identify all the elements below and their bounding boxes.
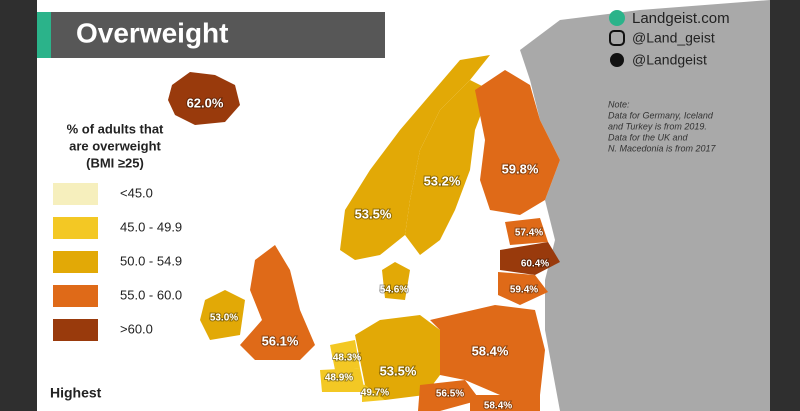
note-line: N. Macedonia is from 2017 — [608, 143, 717, 153]
region — [505, 218, 548, 245]
legend-swatch — [53, 217, 98, 239]
legend-title: are overweight — [69, 138, 161, 153]
region-label: 56.1% — [262, 333, 299, 348]
frame — [0, 0, 37, 411]
note-line: Data for Germany, Iceland — [608, 110, 714, 120]
region-label: 58.4% — [472, 343, 509, 358]
icon — [609, 10, 625, 26]
region-label: 57.4% — [515, 228, 543, 239]
region-label: 59.4% — [510, 285, 538, 296]
region — [498, 272, 548, 305]
region — [418, 380, 480, 411]
legend-title: (BMI ≥25) — [86, 155, 144, 170]
region — [500, 242, 560, 275]
legend-label: 50.0 - 54.9 — [120, 253, 182, 268]
legend-label: 45.0 - 49.9 — [120, 219, 182, 234]
region — [340, 55, 490, 260]
region-label: 48.3% — [333, 353, 361, 364]
region-label: 62.0% — [187, 95, 224, 110]
legend-swatch — [53, 319, 98, 341]
legend-label: <45.0 — [120, 185, 153, 200]
social-link: Landgeist.com — [632, 10, 730, 27]
region-label: 53.0% — [210, 313, 238, 324]
region — [320, 368, 365, 392]
region — [240, 245, 315, 360]
other-land — [520, 0, 770, 411]
title-banner — [37, 12, 385, 58]
region — [200, 290, 245, 340]
region-label: 49.7% — [361, 388, 389, 399]
region-label: 56.5% — [436, 389, 464, 400]
social-link: @Landgeist — [632, 52, 707, 68]
icon — [609, 30, 625, 46]
region — [470, 395, 540, 411]
region-label: 60.4% — [521, 259, 549, 270]
region — [168, 72, 240, 125]
note-line: Note: — [608, 99, 630, 109]
region — [355, 315, 440, 400]
region-label: 53.5% — [355, 206, 392, 221]
title: Overweight — [76, 17, 228, 48]
region-label: 53.5% — [380, 363, 417, 378]
region-label: 53.2% — [424, 173, 461, 188]
region — [405, 80, 490, 255]
note-line: and Turkey is from 2019. — [608, 121, 707, 131]
region-label: 58.4% — [484, 401, 512, 411]
region-label: 59.8% — [502, 161, 539, 176]
region — [475, 70, 560, 215]
region — [330, 340, 360, 370]
legend-swatch — [53, 251, 98, 273]
legend-label: >60.0 — [120, 321, 153, 336]
region-label: 54.6% — [380, 285, 408, 296]
legend-swatch — [53, 183, 98, 205]
legend-title: % of adults that — [67, 121, 164, 136]
frame — [770, 0, 800, 411]
social-link: @Land_geist — [632, 30, 715, 46]
icon — [610, 53, 624, 67]
region-label: 48.9% — [325, 373, 353, 384]
region — [382, 262, 410, 300]
title-accent — [37, 12, 51, 58]
legend-swatch — [53, 285, 98, 307]
legend-label: 55.0 - 60.0 — [120, 287, 182, 302]
region — [430, 305, 545, 395]
highest-heading: Highest — [50, 385, 102, 401]
note-line: Data for the UK and — [608, 132, 689, 142]
